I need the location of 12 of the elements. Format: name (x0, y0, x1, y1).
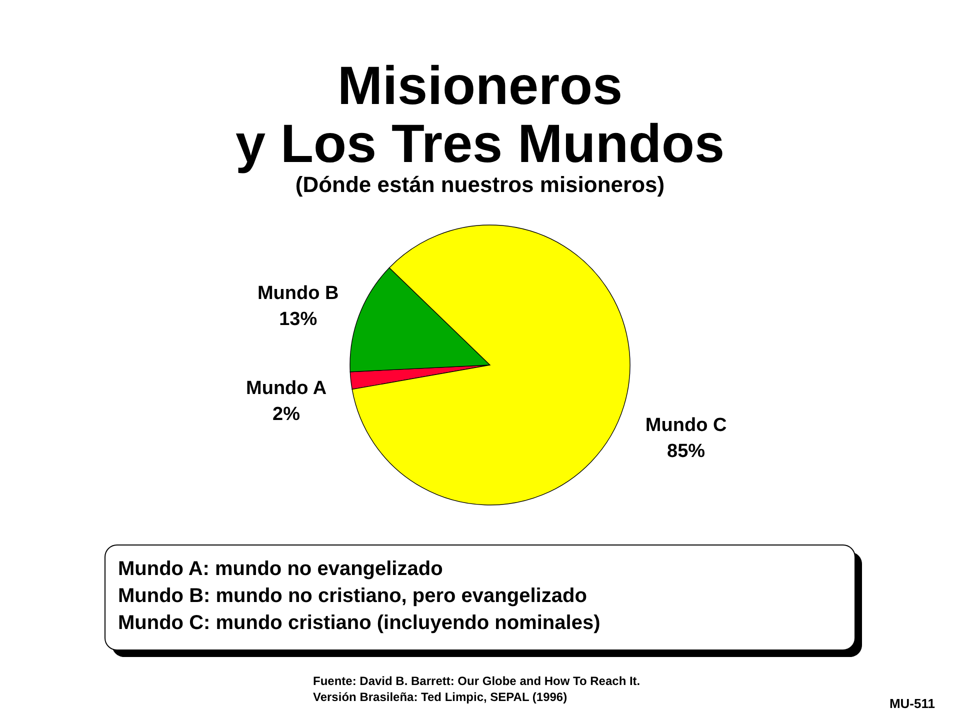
chart-subtitle: (Dónde están nuestros misioneros) (295, 172, 665, 197)
data-label: 85% (667, 440, 706, 462)
text: Mundo A: mundo no evangelizado Mundo B: mundo no cristiano, pero evangelizado Mundo C: mundo cristiano (incluyendo nominales) (118, 558, 600, 634)
pie-slice (352, 224, 630, 506)
source-note: Fuente: David B. Barrett: Our Globe and How To Reach It. Versión Brasileña: Ted Limpic, SEPAL (1996) (313, 674, 640, 704)
data-label: 2% (272, 404, 300, 425)
slice-label: Mundo B (257, 282, 339, 304)
text: MU-511 (889, 696, 935, 711)
slice-label: Mundo A (246, 378, 327, 399)
data-label: 13% (279, 308, 318, 330)
chart-title: Misioneros y Los Tres Mundos (235, 56, 725, 174)
slice-label: Mundo C (645, 414, 727, 436)
